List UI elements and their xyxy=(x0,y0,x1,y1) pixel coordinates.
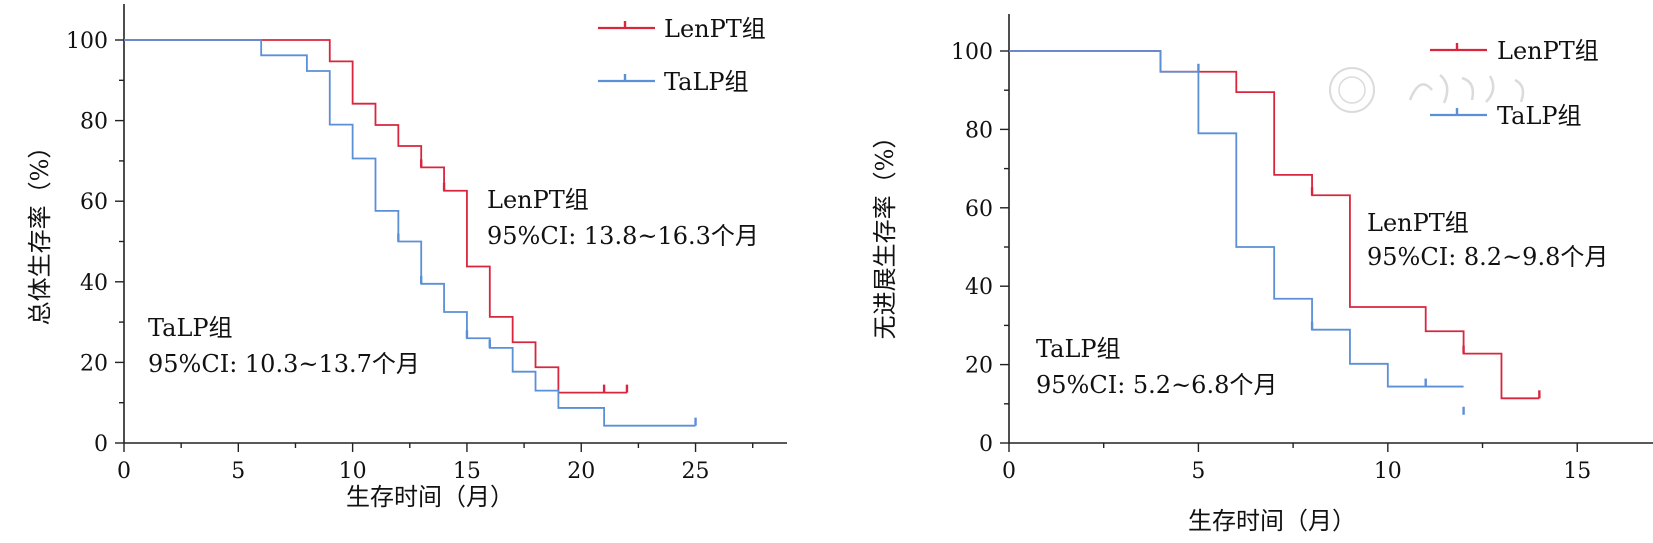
os-x-tick-label: 25 xyxy=(682,459,710,484)
pfs-annot-lenpt-ci: 95%CI: 8.2~9.8个月 xyxy=(1367,243,1608,271)
os-x-tick-label: 10 xyxy=(339,459,367,484)
pfs-x-tick-label: 0 xyxy=(1002,459,1016,484)
pfs-y-tick-label: 0 xyxy=(979,432,993,457)
os-talp-curve xyxy=(124,39,696,427)
os-lenpt-curve xyxy=(124,39,627,394)
os-y-tick-label: 0 xyxy=(94,432,108,457)
os-legend: LenPT组 TaLP组 xyxy=(598,15,766,96)
os-x-tick-label: 15 xyxy=(453,459,481,484)
os-y-tick-label: 40 xyxy=(80,271,108,296)
os-y-tick-label: 80 xyxy=(80,110,108,135)
pfs-y-axis-title: 无进展生存率（%） xyxy=(871,125,899,340)
pfs-y-tick-label: 60 xyxy=(965,197,993,222)
pfs-chart: 0 20 40 60 80 100 0 5 10 15 生存时间（月） 无进展生存率（%） Len… xyxy=(871,14,1653,535)
pfs-y-tick-label: 20 xyxy=(965,354,993,379)
os-y-tick-label: 60 xyxy=(80,190,108,215)
pfs-annot-lenpt-group: LenPT组 xyxy=(1367,209,1469,237)
os-annot-lenpt-ci: 95%CI: 13.8~16.3个月 xyxy=(487,222,759,250)
pfs-series xyxy=(1009,50,1541,415)
pfs-y-tick-label: 100 xyxy=(951,40,993,65)
os-x-axis-title: 生存时间（月） xyxy=(346,483,514,511)
os-x-tick-label: 0 xyxy=(117,459,131,484)
os-legend-lenpt-label: LenPT组 xyxy=(664,15,766,43)
os-axis-ticks: 0 20 40 60 80 100 0 5 10 15 20 25 xyxy=(66,4,787,484)
pfs-annot-talp-ci: 95%CI: 5.2~6.8个月 xyxy=(1036,371,1277,399)
pfs-talp-curve xyxy=(1009,50,1464,388)
os-y-axis-title: 总体生存率（%） xyxy=(26,135,54,326)
pfs-axis-ticks: 0 20 40 60 80 100 0 5 10 15 xyxy=(951,14,1653,484)
pfs-x-tick-label: 15 xyxy=(1563,459,1591,484)
os-annot-talp-ci: 95%CI: 10.3~13.7个月 xyxy=(148,350,420,378)
os-legend-talp-label: TaLP组 xyxy=(664,68,749,96)
os-x-tick-label: 20 xyxy=(567,459,595,484)
pfs-legend-lenpt-label: LenPT组 xyxy=(1497,37,1599,65)
pfs-legend-talp-label: TaLP组 xyxy=(1497,102,1582,130)
pfs-legend: LenPT组 TaLP组 xyxy=(1430,37,1599,130)
os-series xyxy=(124,39,697,427)
pfs-y-tick-label: 80 xyxy=(965,118,993,143)
pfs-x-tick-label: 10 xyxy=(1374,459,1402,484)
pfs-x-tick-label: 5 xyxy=(1191,459,1205,484)
pfs-lenpt-curve xyxy=(1009,50,1540,400)
os-annot-talp-group: TaLP组 xyxy=(148,314,233,342)
os-annot-lenpt-group: LenPT组 xyxy=(487,186,589,214)
os-x-tick-label: 5 xyxy=(231,459,245,484)
pfs-annot-talp-group: TaLP组 xyxy=(1036,335,1121,363)
pfs-x-axis-title: 生存时间（月） xyxy=(1188,507,1356,535)
watermark-seal-icon xyxy=(1329,67,1525,113)
pfs-y-tick-label: 40 xyxy=(965,275,993,300)
os-y-tick-label: 100 xyxy=(66,29,108,54)
os-y-tick-label: 20 xyxy=(80,351,108,376)
